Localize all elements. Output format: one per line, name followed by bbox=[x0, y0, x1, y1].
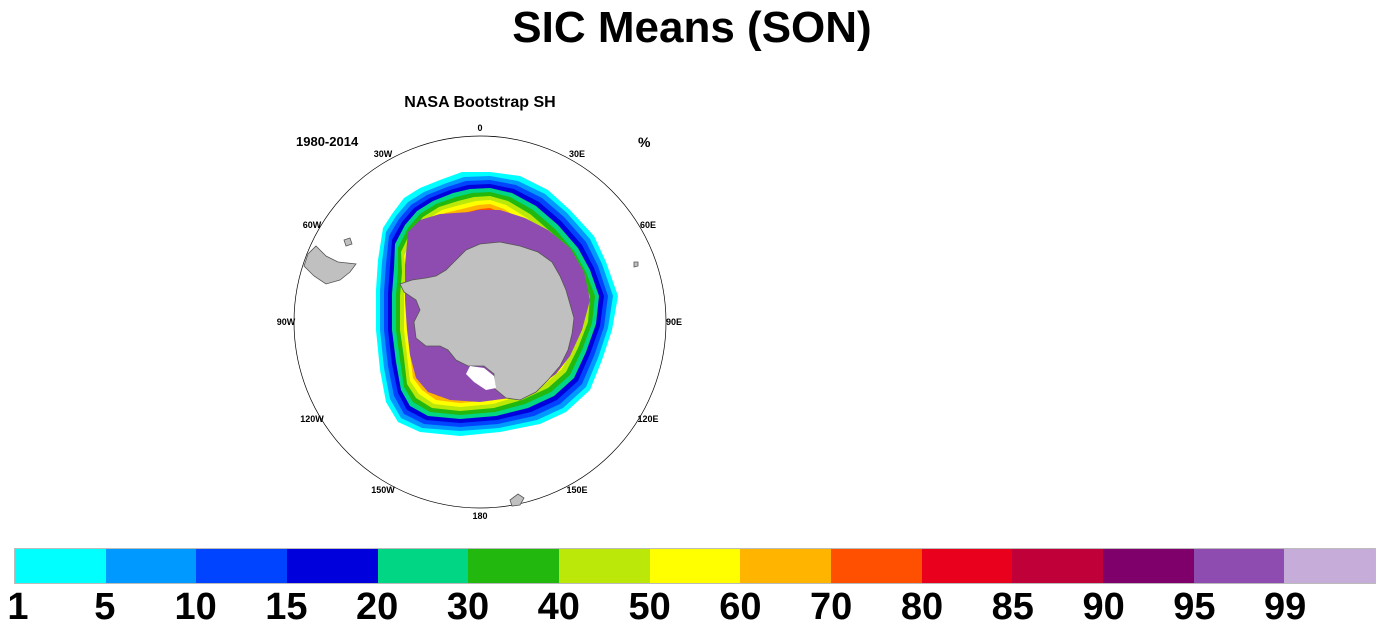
antarctica-land bbox=[399, 241, 575, 401]
lon-label-60e: 60E bbox=[639, 220, 657, 230]
colorbar-segment bbox=[921, 549, 1013, 583]
colorbar-segment bbox=[831, 549, 922, 583]
colorbar-segment bbox=[559, 549, 650, 583]
colorbar-label: 70 bbox=[810, 586, 853, 628]
colorbar-label: 50 bbox=[628, 586, 671, 628]
period-label: 1980-2014 bbox=[296, 134, 359, 149]
lon-label-90w: 90W bbox=[276, 317, 296, 327]
colorbar bbox=[14, 548, 1376, 584]
colorbar-label: 80 bbox=[900, 586, 944, 628]
colorbar-label: 5 bbox=[94, 586, 116, 628]
lon-label-30w: 30W bbox=[373, 148, 393, 159]
kerguelen-island bbox=[633, 261, 639, 268]
lon-label-150w: 150W bbox=[371, 485, 395, 495]
antarctica bbox=[399, 241, 575, 401]
colorbar-segment bbox=[649, 549, 741, 583]
lon-label-180: 180 bbox=[472, 511, 488, 521]
south-america-tip bbox=[303, 245, 357, 285]
falkland-islands bbox=[343, 237, 353, 247]
lon-label-0: 0 bbox=[477, 123, 483, 133]
colorbar-segment bbox=[740, 549, 832, 583]
map-boundary bbox=[293, 135, 667, 509]
colorbar-label: 85 bbox=[991, 586, 1034, 628]
colorbar-segment bbox=[105, 549, 197, 583]
lon-label-90e: 90E bbox=[665, 317, 683, 327]
colorbar-label: 90 bbox=[1082, 586, 1125, 628]
colorbar-label: 99 bbox=[1264, 586, 1307, 628]
panel-title: NASA Bootstrap SH bbox=[404, 94, 556, 111]
lon-label-120e: 120E bbox=[637, 414, 659, 424]
lon-label-150e: 150E bbox=[566, 485, 588, 495]
colorbar-label: 1 bbox=[7, 586, 29, 628]
colorbar-segment bbox=[1012, 549, 1104, 583]
colorbar-segment bbox=[196, 549, 288, 583]
colorbar-segment bbox=[377, 549, 469, 583]
colorbar-segment bbox=[468, 549, 560, 583]
colorbar-label: 20 bbox=[356, 586, 399, 628]
lon-label-30e: 30E bbox=[568, 148, 586, 159]
distant-land bbox=[303, 237, 639, 507]
colorbar-segment bbox=[1193, 549, 1285, 583]
colorbar-label: 40 bbox=[537, 586, 580, 628]
unit-label: % bbox=[638, 134, 651, 150]
colorbar-segment bbox=[15, 549, 106, 583]
new-zealand-edge bbox=[509, 493, 525, 507]
colorbar-segment bbox=[1103, 549, 1194, 583]
colorbar-label: 60 bbox=[719, 586, 762, 628]
colorbar-label: 30 bbox=[446, 586, 490, 628]
ross-ice-shelf bbox=[466, 366, 496, 390]
graticule bbox=[293, 135, 667, 509]
colorbar-segment bbox=[287, 549, 378, 583]
lon-label-120w: 120W bbox=[300, 414, 324, 424]
colorbar-label: 15 bbox=[265, 586, 308, 628]
colorbar-segment bbox=[1284, 549, 1376, 583]
lon-label-60w: 60W bbox=[302, 220, 322, 230]
colorbar-label: 95 bbox=[1173, 586, 1216, 628]
main-title: SIC Means (SON) bbox=[512, 3, 872, 52]
colorbar-label: 10 bbox=[174, 586, 217, 628]
